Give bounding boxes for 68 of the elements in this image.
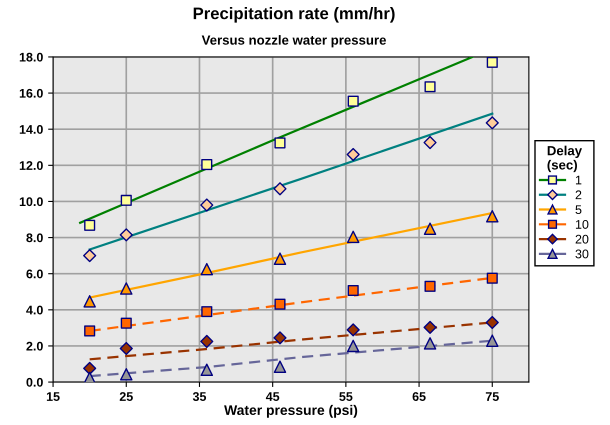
y-tick-label: 12.0 [20, 161, 43, 170]
point [486, 334, 499, 347]
point [201, 306, 212, 318]
point [274, 360, 286, 373]
point [273, 331, 287, 344]
legend-title: Delay (sec) [548, 146, 582, 172]
point [424, 337, 436, 350]
point [120, 282, 133, 295]
point [120, 368, 133, 381]
chart-subtitle: Versus nozzle water pressure [202, 35, 386, 48]
point [120, 194, 132, 206]
point [423, 136, 437, 150]
point [486, 210, 499, 223]
point [200, 334, 214, 348]
point [274, 137, 286, 148]
point [346, 148, 360, 162]
point [273, 182, 287, 196]
chart-title: Precipitation rate (mm/hr) [194, 7, 395, 23]
legend-label: 2 [576, 190, 582, 200]
point [346, 340, 360, 352]
y-tick-label: 6.0 [26, 270, 43, 278]
point [200, 364, 214, 376]
legend-label: 20 [576, 234, 588, 244]
x-tick-label: 35 [192, 392, 206, 401]
y-tick-label: 14.0 [20, 125, 43, 134]
y-tick-label: 18.0 [20, 52, 43, 62]
point [200, 198, 214, 212]
x-tick-label: 65 [412, 392, 426, 401]
legend-label: 1 [576, 176, 582, 184]
point [486, 56, 498, 68]
point [423, 320, 437, 334]
legend-label: 5 [576, 205, 582, 214]
y-tick-label: 4.0 [26, 306, 43, 314]
point [346, 230, 360, 244]
point [83, 249, 96, 262]
point [424, 222, 436, 235]
point [200, 262, 214, 276]
x-axis-title: Water pressure (psi) [224, 404, 358, 418]
x-tick-label: 55 [339, 392, 352, 401]
y-tick-label: 16.0 [20, 88, 43, 98]
x-tick-label: 45 [266, 392, 280, 401]
point [486, 272, 498, 284]
point [120, 228, 133, 242]
point [424, 81, 436, 92]
y-tick-label: 10.0 [20, 197, 43, 206]
point [486, 116, 499, 130]
point [274, 298, 286, 310]
point [84, 220, 96, 231]
point [346, 323, 360, 336]
point [120, 318, 132, 329]
point [120, 342, 133, 356]
y-tick-label: 8.0 [26, 233, 43, 242]
x-tick-label: 15 [46, 392, 60, 401]
point [274, 252, 286, 265]
point [348, 284, 359, 296]
y-tick-label: 0.0 [26, 378, 43, 387]
legend-label: 10 [576, 220, 588, 229]
point [83, 362, 96, 375]
point [84, 325, 96, 337]
point [424, 280, 436, 292]
point [83, 295, 96, 308]
point [201, 159, 212, 170]
point [348, 96, 359, 107]
legend-label: 30 [575, 250, 588, 258]
point [486, 316, 499, 330]
x-tick-label: 75 [486, 392, 499, 401]
x-tick-label: 25 [120, 392, 133, 401]
y-tick-label: 2.0 [26, 342, 43, 351]
